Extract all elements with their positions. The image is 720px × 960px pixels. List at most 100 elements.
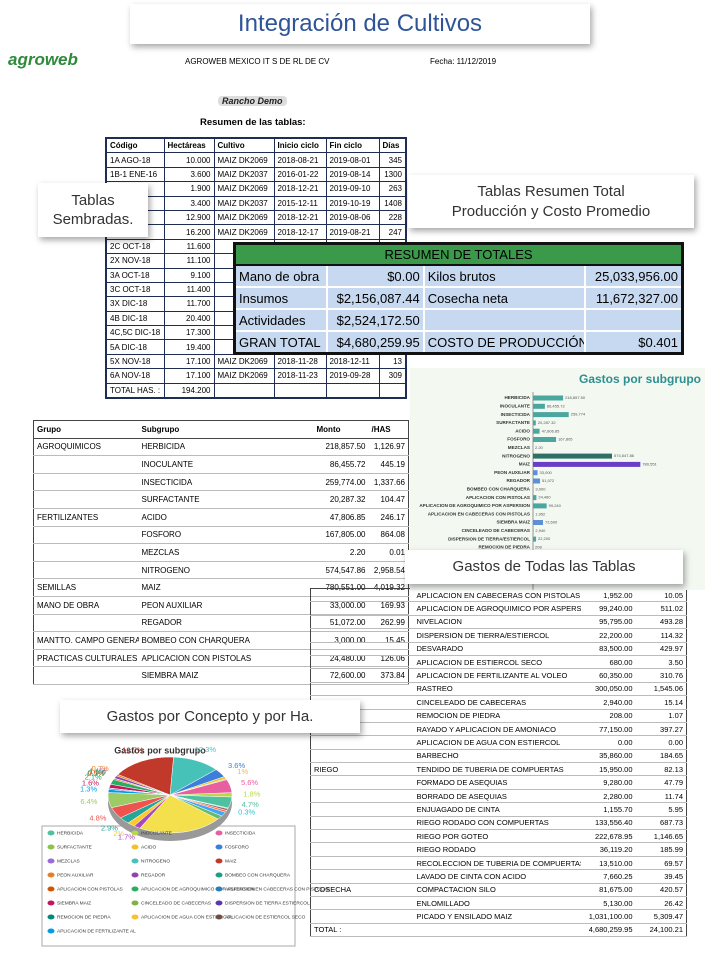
- legend-swatch: [47, 886, 55, 892]
- table-cell: [310, 642, 414, 656]
- header-row: Código Hectáreas Cultivo Inicio ciclo Fin ci…: [105, 137, 407, 154]
- category-label: MEZCLAS: [508, 445, 530, 450]
- table-cell: [33, 561, 139, 580]
- chart-title: Gastos por subgrupo: [114, 745, 206, 755]
- table-cell: 185.99: [635, 842, 687, 857]
- summary-title: Resumen de las tablas:: [200, 117, 306, 128]
- value-label: 167,805: [558, 437, 573, 442]
- table-row: REMOCION DE PIEDRA 208.00 1.07: [310, 709, 687, 723]
- legend-label: APLICACION DE AGROQUIMICO POR ASPERSION: [141, 886, 256, 892]
- table-cell: 7,660.25: [580, 869, 636, 884]
- pie-legend-box: [41, 825, 296, 947]
- table-cell: 397.27: [635, 722, 687, 737]
- table-row: ENLOMILLADO 5,130.00 26.42: [310, 896, 687, 911]
- slice-label: 1.3%: [80, 785, 97, 794]
- table-cell: [310, 588, 414, 603]
- legend-label: INSECTICIDA: [225, 830, 256, 836]
- table-cell: 6A NOV-18: [105, 368, 165, 384]
- table-row: APLICACION DE AGROQUIMICO POR ASPERSION 9…: [310, 601, 687, 616]
- slice-label: 1%: [237, 767, 248, 776]
- table-cell: 1,126.97: [368, 438, 409, 457]
- table-cell: 2,958.54: [368, 561, 409, 580]
- value-label: 47,806.85: [542, 428, 561, 433]
- table-cell: [33, 543, 139, 562]
- table-cell: 24,100.21: [635, 923, 687, 938]
- table-cell: 77,150.00: [580, 722, 636, 737]
- value-label: 259,774: [571, 412, 586, 417]
- table-row: TOTAL : 4,680,259.95 24,100.21: [310, 923, 687, 938]
- legend-swatch: [215, 872, 223, 878]
- table-cell: ENJUAGADO DE CINTA: [413, 802, 581, 817]
- table-cell: $2,524,172.50: [326, 308, 425, 332]
- bar: [533, 403, 545, 409]
- table-cell: Cosecha neta: [422, 286, 586, 310]
- table-row: AGROQUIMICOS HERBICIDA 218,857.50 1,126.97: [33, 438, 409, 457]
- table-cell: 3.50: [635, 655, 687, 670]
- legend-swatch: [47, 900, 55, 906]
- table-cell: [310, 735, 414, 750]
- legend-label: SURFACTANTE: [57, 844, 92, 850]
- slice-label: 3.6%: [228, 761, 245, 770]
- table-cell: 95,795.00: [580, 615, 636, 630]
- table-cell: 246.17: [368, 508, 409, 527]
- table-cell: 11.74: [635, 789, 687, 804]
- pie-slice: [169, 794, 229, 809]
- table-row: DESVARADO 83,500.00 429.97: [310, 642, 687, 656]
- table-cell: APLICACION EN CABECERAS CON PISTOLAS: [413, 588, 581, 603]
- header-row: Grupo Subgrupo Monto/HAS: [33, 420, 409, 439]
- table-cell: 20,287.32: [313, 490, 369, 509]
- table-row: RIEGO RODADO 36,119.20 185.99: [310, 842, 687, 857]
- table-cell: $2,156,087.44: [326, 286, 425, 310]
- table-row: 6A NOV-18 17.100 MAIZ DK2069 2018-11-23 2019…: [105, 368, 407, 384]
- table-cell: [310, 816, 414, 831]
- table-cell: ENLOMILLADO: [413, 896, 581, 911]
- table-cell: [310, 615, 414, 630]
- table-cell: TENDIDO DE TUBERIA DE COMPUERTAS: [413, 762, 581, 777]
- slice-label: 2.9%: [101, 824, 118, 833]
- table-cell: Insumos: [233, 286, 329, 310]
- table-cell: APLICACION DE AGROQUIMICO POR ASPERSION: [413, 601, 581, 616]
- table-cell: 0.01: [368, 543, 409, 562]
- table-cell: 99,240.00: [580, 601, 636, 616]
- legend-swatch: [131, 900, 139, 906]
- table-cell: [310, 802, 414, 817]
- table-cell: 0.00: [635, 735, 687, 750]
- table-cell: PRACTICAS CULTURALES: [33, 649, 139, 668]
- table-cell: [310, 829, 414, 844]
- table-cell: [33, 455, 139, 474]
- table-cell: Actividades: [233, 308, 329, 332]
- category-label: INSECTICIDA: [501, 412, 531, 417]
- table-cell: 680.00: [580, 655, 636, 670]
- slice-label: 16.7%: [122, 745, 144, 754]
- bar: [533, 478, 541, 484]
- table-row: INSECTICIDA 259,774.00 1,337.66: [33, 473, 409, 492]
- table-cell: 11,672,327.00: [583, 286, 684, 310]
- table-row: BORRADO DE ASEQUIAS 2,280.00 11.74: [310, 789, 687, 804]
- table-row: TOTAL HAS. :194.200: [105, 382, 407, 399]
- legend-label: MAIZ: [225, 858, 237, 864]
- table-row: COSECHA COMPACTACION SILO 81,675.00 420.57: [310, 883, 687, 897]
- table-row: Mano de obra $0.00 Kilos brutos 25,033,956.…: [233, 264, 684, 288]
- slice-label: 0.3%: [238, 808, 255, 817]
- value-label: 574,547.86: [614, 453, 635, 458]
- table-row: Insumos $2,156,087.44 Cosecha neta 11,672,3…: [233, 286, 684, 310]
- table-cell: 493.28: [635, 615, 687, 630]
- table-cell: 208.00: [580, 709, 636, 723]
- table-cell: APLICACION DE ESTIERCOL SECO: [413, 655, 581, 670]
- table-row: PICADO Y ENSILADO MAIZ 1,031,100.00 5,309.…: [310, 909, 687, 924]
- table-cell: [33, 666, 139, 685]
- table-cell: MANTTO. CAMPO GENERAL: [33, 631, 139, 650]
- table-cell: 5.95: [635, 802, 687, 817]
- legend-swatch: [131, 830, 139, 836]
- legend-label: NITROGENO: [141, 858, 170, 864]
- category-label: INOCULANTE: [500, 404, 530, 409]
- table-cell: [413, 923, 581, 938]
- table-cell: $0.00: [326, 264, 425, 288]
- value-label: 51,072: [542, 478, 555, 483]
- bar: [533, 437, 557, 442]
- table-cell: APLICACION DE AGUA CON ESTIERCOL: [413, 735, 581, 750]
- category-label: NITROGENO: [502, 453, 530, 458]
- table-row: FERTILIZANTES ACIDO 47,806.85 246.17: [33, 508, 409, 527]
- table-cell: RAYADO Y APLICACION DE AMONIACO: [413, 722, 581, 737]
